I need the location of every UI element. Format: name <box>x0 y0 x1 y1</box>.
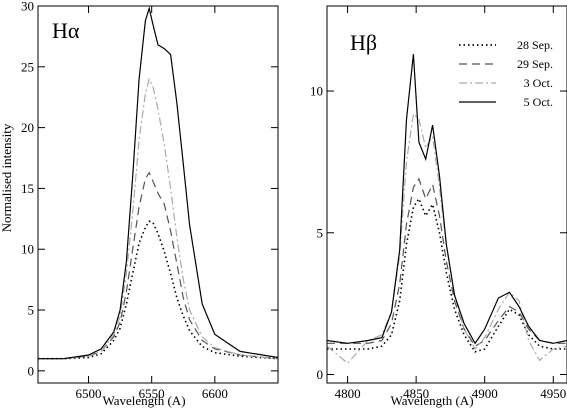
hbeta-panel-title: Hβ <box>350 30 377 55</box>
halpha-ytick-label-0: 0 <box>28 363 35 378</box>
hbeta-legend-label-3: 5 Oct. <box>524 95 553 109</box>
hbeta-xtick-label-2: 4900 <box>472 386 498 401</box>
halpha-series-1-line <box>38 171 278 360</box>
halpha-xtick-label-2: 6600 <box>202 386 228 401</box>
halpha-ytick-label-1: 5 <box>28 303 35 318</box>
hbeta-legend: 28 Sep. 29 Sep. 3 Oct. 5 Oct. <box>459 38 553 109</box>
halpha-xtick-label-0: 6500 <box>76 386 102 401</box>
halpha-ytick-label-2: 10 <box>21 242 34 257</box>
halpha-panel: Hα Normalised intensity Wavelength (A) 6… <box>0 0 279 408</box>
halpha-ylabel: Normalised intensity <box>0 123 14 232</box>
hbeta-plot-frame <box>326 5 567 384</box>
hbeta-ytick-label-0: 0 <box>317 367 324 382</box>
hbeta-legend-label-2: 3 Oct. <box>524 76 553 90</box>
halpha-ytick-label-4: 20 <box>21 120 34 135</box>
hbeta-legend-label-0: 28 Sep. <box>517 38 553 52</box>
hbeta-ytick-label-1: 5 <box>317 225 324 240</box>
hbeta-series-3-line <box>327 54 567 345</box>
halpha-xlabel: Wavelength (A) <box>102 393 185 408</box>
halpha-series-2-line <box>38 77 278 360</box>
halpha-xtick-label-1: 6550 <box>139 386 165 401</box>
hbeta-ytick-label-2: 10 <box>310 84 323 99</box>
hbeta-xtick-label-0: 4800 <box>335 386 361 401</box>
halpha-ytick-label-3: 15 <box>21 181 34 196</box>
halpha-panel-title: Hα <box>52 18 80 43</box>
hbeta-panel: Hβ Wavelength (A) 4800 4850 4900 4950 0 5 10 28… <box>310 5 567 408</box>
halpha-series-0-line <box>38 220 278 360</box>
hbeta-xlabel: Wavelength (A) <box>390 393 473 408</box>
hbeta-legend-label-1: 29 Sep. <box>517 57 553 71</box>
hbeta-series-1-line <box>327 177 567 348</box>
halpha-ytick-label-5: 25 <box>21 59 34 74</box>
halpha-series-3-line <box>38 6 278 360</box>
hbeta-xtick-label-1: 4850 <box>403 386 429 401</box>
halpha-ytick-label-6: 30 <box>21 0 34 14</box>
hbeta-xtick-label-3: 4950 <box>540 386 566 401</box>
hbeta-series-0-line <box>327 197 567 353</box>
hbeta-series-2-line <box>327 112 567 365</box>
halpha-plot-frame <box>37 5 279 384</box>
